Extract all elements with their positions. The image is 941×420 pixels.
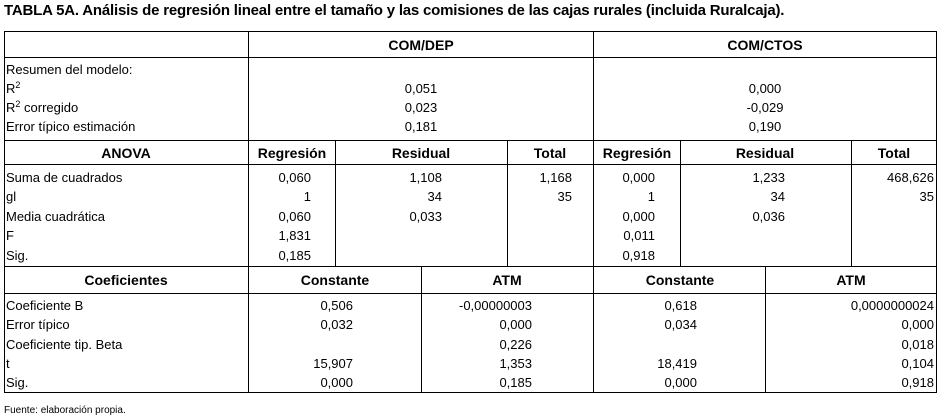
anova-header: ANOVA — [101, 145, 151, 161]
coef-cell: 0,618 — [664, 298, 697, 313]
col-header-residual: Residual — [391, 145, 451, 161]
table-title: TABLA 5A. Análisis de regresión lineal e… — [4, 2, 785, 19]
coef-cell: 0,226 — [499, 337, 532, 352]
anova-cell: 1,831 — [278, 228, 311, 243]
table-grid-lines — [4, 31, 937, 393]
coef-cell: 1,353 — [499, 356, 532, 371]
coef-cell: 0,032 — [320, 317, 353, 332]
anova-cell: 1,168 — [539, 170, 572, 185]
summary-value: -0,029 — [746, 100, 784, 115]
anova-cell: 0,918 — [622, 248, 655, 263]
col-header-regresion: Regresión — [257, 145, 327, 161]
col-header-regresion: Regresión — [602, 145, 672, 161]
col-header-total: Total — [533, 145, 567, 161]
anova-cell: 468,626 — [887, 170, 934, 185]
anova-cell: 34 — [770, 189, 785, 204]
coef-cell: 0,0000000024 — [850, 298, 934, 313]
coef-cell: 0,000 — [320, 375, 353, 390]
coef-row-label: Coeficiente B — [6, 298, 84, 313]
r2-adjusted-label: R2 corregido — [6, 99, 79, 116]
std-error-estimate-label: Error típico estimación — [6, 119, 136, 134]
anova-cell: 1,233 — [752, 170, 785, 185]
col-header-constante: Constante — [645, 272, 715, 288]
anova-cell: 35 — [557, 189, 572, 204]
coef-cell: -0,00000003 — [458, 298, 532, 313]
anova-cell: 35 — [919, 189, 934, 204]
coef-cell: 0,506 — [320, 298, 353, 313]
anova-cell: 1,108 — [409, 170, 442, 185]
group-header-com-dep: COM/DEP — [388, 37, 454, 53]
coef-cell: 0,000 — [901, 317, 934, 332]
anova-cell: 1 — [303, 189, 311, 204]
anova-cell: 0,000 — [622, 209, 655, 224]
summary-value: 0,190 — [748, 119, 782, 134]
coef-cell: 0,018 — [901, 337, 934, 352]
anova-cell: 0,011 — [623, 228, 655, 243]
group-header-com-ctos: COM/CTOS — [727, 37, 803, 53]
anova-cell: 0,036 — [752, 209, 785, 224]
summary-value: 0,023 — [404, 100, 438, 115]
summary-value: 0,181 — [404, 119, 438, 134]
anova-cell: 1 — [647, 189, 655, 204]
anova-cell: 34 — [427, 189, 442, 204]
coef-header: Coeficientes — [84, 272, 168, 288]
coef-row-label: t — [6, 356, 10, 371]
anova-row-label: F — [6, 228, 14, 243]
anova-cell: 0,060 — [278, 170, 311, 185]
coef-cell: 0,918 — [901, 375, 934, 390]
anova-row-label: Sig. — [6, 248, 29, 263]
summary-header: Resumen del modelo: — [6, 62, 133, 77]
r2-label: R2 — [6, 80, 21, 97]
col-header-atm: ATM — [836, 272, 866, 288]
col-header-total: Total — [877, 145, 911, 161]
anova-cell: 0,033 — [409, 209, 442, 224]
coef-row-label: Error típico — [6, 317, 70, 332]
anova-row-label: gl — [6, 189, 17, 204]
source-note: Fuente: elaboración propia. — [4, 405, 126, 416]
anova-cell: 0,185 — [278, 248, 311, 263]
coef-cell: 15,907 — [313, 356, 353, 371]
anova-row-label: Suma de cuadrados — [6, 170, 123, 185]
coef-cell: 0,185 — [499, 375, 532, 390]
summary-value: 0,000 — [748, 81, 782, 96]
col-header-residual: Residual — [735, 145, 795, 161]
anova-row-label: Media cuadrática — [6, 209, 105, 224]
coef-cell: 0,000 — [499, 317, 532, 332]
col-header-constante: Constante — [300, 272, 370, 288]
anova-cell: 0,000 — [622, 170, 655, 185]
coef-row-label: Coeficiente tip. Beta — [6, 337, 123, 352]
coef-cell: 18,419 — [657, 356, 697, 371]
coef-cell: 0,000 — [664, 375, 697, 390]
regression-table: COM/DEP COM/CTOS Resumen del modelo: R2 … — [4, 31, 937, 393]
col-header-atm: ATM — [492, 272, 522, 288]
coef-cell: 0,034 — [664, 317, 697, 332]
summary-value: 0,051 — [404, 81, 438, 96]
coef-row-label: Sig. — [6, 375, 29, 390]
anova-cell: 0,060 — [278, 209, 311, 224]
coef-cell: 0,104 — [901, 356, 934, 371]
